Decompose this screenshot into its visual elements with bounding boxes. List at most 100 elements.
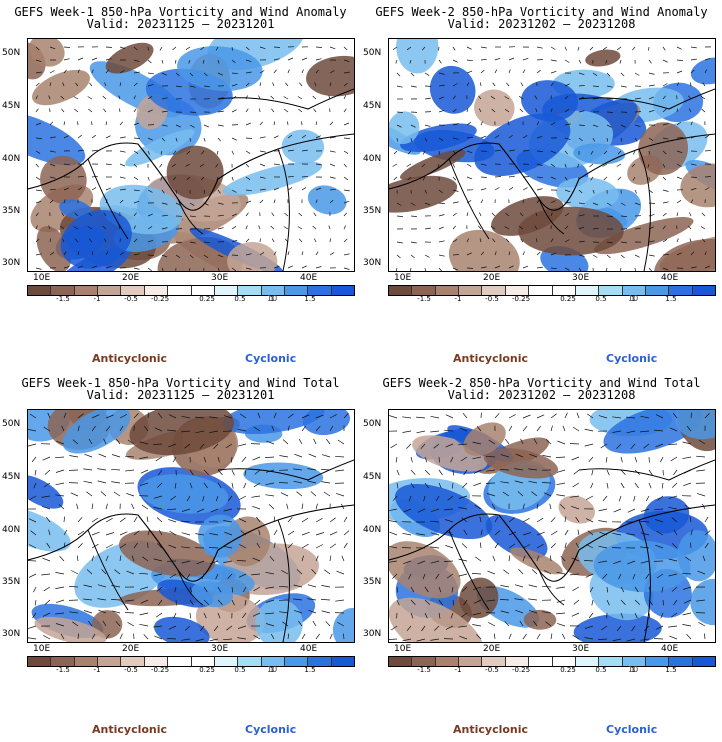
colorbar-tick-label: -1.5 — [56, 666, 70, 674]
colorbar-swatch — [168, 286, 192, 295]
colorbar-swatch — [482, 657, 506, 666]
colorbar-swatch — [435, 657, 460, 666]
longitude-label: 30E — [572, 644, 590, 654]
panel-title: GEFS Week-1 850-hPa Vorticity and Wind A… — [14, 5, 347, 19]
panel-title: GEFS Week-2 850-hPa Vorticity and Wind A… — [375, 5, 708, 19]
colorbar-swatch — [505, 286, 530, 295]
panel-valid-dates: Valid: 20231125 – 20231201 — [86, 388, 275, 402]
cyclonic-label: Cyclonic — [245, 723, 297, 736]
colorbar-swatch — [144, 286, 169, 295]
colorbar-unit: 10 — [628, 294, 639, 303]
colorbar-tick-label: 1.5 — [304, 666, 316, 674]
map-panel-3: GEFS Week-1 850-hPa Vorticity and Wind T… — [0, 371, 361, 742]
colorbar-swatch — [308, 286, 332, 295]
map-panel-2: GEFS Week-2 850-hPa Vorticity and Wind A… — [361, 0, 722, 371]
longitude-label: 20E — [483, 273, 501, 283]
colorbar-swatch — [284, 286, 309, 295]
latitude-label: 45N — [2, 101, 21, 111]
longitude-label: 40E — [300, 644, 318, 654]
latitude-label: 30N — [2, 258, 21, 268]
colorbar-swatch — [575, 286, 600, 295]
colorbar-swatch — [692, 286, 716, 295]
colorbar-tick-label: 0.5 — [234, 295, 246, 303]
longitude-label: 40E — [661, 273, 679, 283]
latitude-label: 30N — [363, 258, 382, 268]
colorbar-swatch — [599, 286, 623, 295]
colorbar-swatch — [121, 657, 145, 666]
latitude-label: 45N — [2, 472, 21, 482]
colorbar-swatch — [238, 657, 262, 666]
cyclonic-label: Cyclonic — [606, 723, 658, 736]
colorbar-swatch — [459, 657, 483, 666]
colorbar-swatch — [435, 286, 460, 295]
longitude-label: 30E — [211, 644, 229, 654]
map-panel-1: GEFS Week-1 850-hPa Vorticity and Wind A… — [0, 0, 361, 371]
colorbar-tick-label: 1 — [269, 295, 275, 303]
colorbar-swatch — [214, 657, 239, 666]
colorbar-tick-label: -1 — [454, 295, 462, 303]
colorbar-swatch — [389, 657, 413, 666]
colorbar-tick-label: 0.5 — [595, 666, 607, 674]
colorbar-swatch — [74, 286, 99, 295]
colorbar — [27, 285, 355, 296]
latitude-label: 50N — [2, 419, 21, 429]
colorbar-swatch — [144, 657, 169, 666]
longitude-label: 10E — [33, 273, 51, 283]
colorbar-swatch — [389, 286, 413, 295]
latitude-label: 50N — [2, 48, 21, 58]
colorbar-tick-label: 1.5 — [304, 295, 316, 303]
latitude-label: 40N — [2, 525, 21, 535]
latitude-label: 40N — [363, 525, 382, 535]
anticyclonic-label: Anticyclonic — [453, 723, 529, 736]
colorbar-tick-label: -1.5 — [417, 295, 431, 303]
latitude-label: 40N — [363, 154, 382, 164]
colorbar-tick-label: 1 — [269, 666, 275, 674]
colorbar-unit: 10 — [267, 665, 278, 674]
colorbar-swatch — [51, 286, 75, 295]
panel-title: GEFS Week-2 850-hPa Vorticity and Wind T… — [382, 376, 701, 390]
longitude-label: 20E — [122, 644, 140, 654]
latitude-label: 45N — [363, 472, 382, 482]
colorbar-unit: 10 — [628, 665, 639, 674]
colorbar-swatch — [51, 657, 75, 666]
longitude-label: 40E — [300, 273, 318, 283]
colorbar-tick-label: -0.5 — [124, 295, 138, 303]
colorbar-tick-label: -1 — [454, 666, 462, 674]
colorbar-swatch — [482, 286, 506, 295]
panel-valid-dates: Valid: 20231202 – 20231208 — [447, 388, 636, 402]
colorbar-swatch — [238, 286, 262, 295]
colorbar — [388, 285, 716, 296]
latitude-label: 30N — [363, 629, 382, 639]
colorbar-tick-label: -0.25 — [511, 666, 531, 674]
colorbar-swatch — [692, 657, 716, 666]
colorbar-swatch — [214, 286, 239, 295]
longitude-label: 10E — [33, 644, 51, 654]
latitude-label: 35N — [363, 577, 382, 587]
longitude-label: 40E — [661, 644, 679, 654]
colorbar-tick-label: 1.5 — [665, 295, 677, 303]
colorbar-tick-label: 1 — [630, 295, 636, 303]
longitude-label: 30E — [572, 273, 590, 283]
colorbar-swatch — [261, 657, 285, 666]
colorbar-swatch — [669, 286, 693, 295]
panel-valid-dates: Valid: 20231202 – 20231208 — [447, 17, 636, 31]
longitude-label: 30E — [211, 273, 229, 283]
latitude-label: 35N — [363, 206, 382, 216]
colorbar-swatch — [645, 286, 670, 295]
colorbar-swatch — [168, 657, 192, 666]
longitude-label: 20E — [122, 273, 140, 283]
colorbar-swatch — [284, 657, 309, 666]
colorbar-tick-label: -0.5 — [124, 666, 138, 674]
vorticity-map — [27, 409, 355, 643]
colorbar-swatch — [552, 657, 576, 666]
colorbar-swatch — [308, 657, 332, 666]
vorticity-map — [388, 38, 716, 272]
anticyclonic-label: Anticyclonic — [453, 352, 529, 365]
vorticity-map — [27, 38, 355, 272]
colorbar — [388, 656, 716, 667]
colorbar-swatch — [505, 657, 530, 666]
colorbar-swatch — [599, 657, 623, 666]
map-panel-4: GEFS Week-2 850-hPa Vorticity and Wind T… — [361, 371, 722, 742]
cyclonic-label: Cyclonic — [245, 352, 297, 365]
colorbar-unit: 10 — [267, 294, 278, 303]
